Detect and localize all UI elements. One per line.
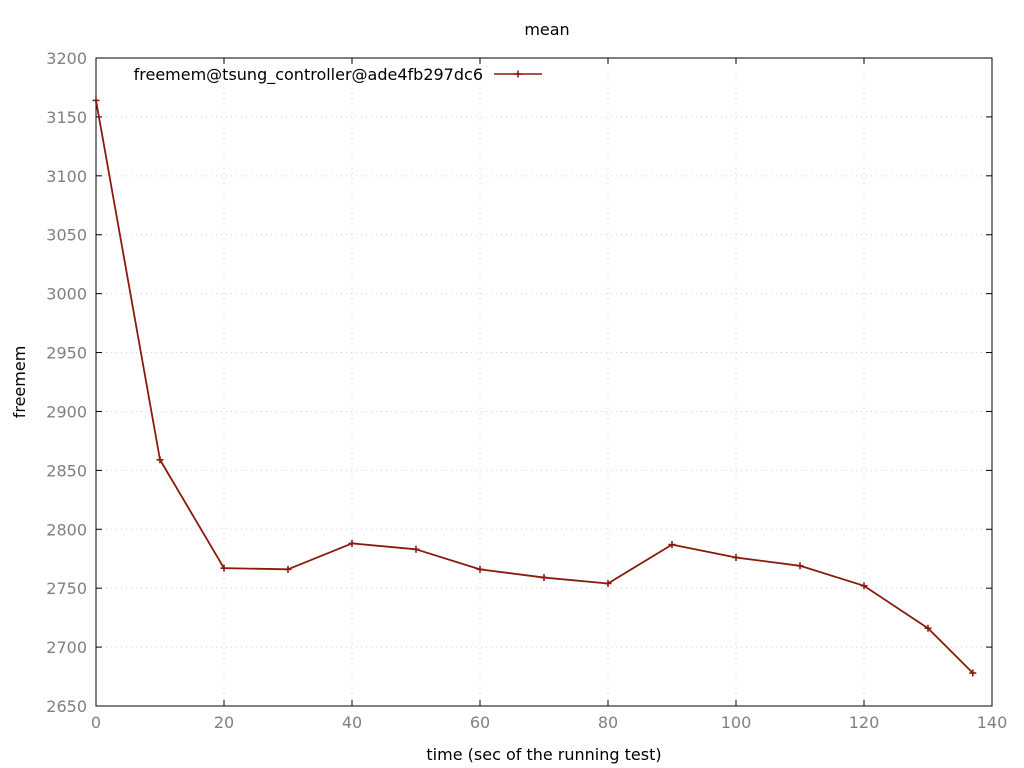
y-tick-label: 2650 (46, 697, 87, 716)
data-point (668, 541, 676, 549)
data-point (969, 669, 977, 677)
y-tick-label: 3200 (46, 49, 87, 68)
chart-title: mean (524, 20, 569, 39)
data-point (860, 582, 868, 590)
legend-marker-glyph (514, 70, 522, 78)
y-axis-label: freemem (10, 346, 29, 419)
series-layer (92, 96, 977, 677)
data-point (348, 539, 356, 547)
grid-lines (96, 58, 992, 706)
series-line (95, 100, 974, 674)
x-tick-label: 60 (470, 713, 490, 732)
data-point (220, 564, 228, 572)
y-tick-label: 2700 (46, 638, 87, 657)
data-point (476, 565, 484, 573)
x-tick-label: 20 (214, 713, 234, 732)
data-point (92, 96, 100, 104)
y-tick-label: 2800 (46, 520, 87, 539)
x-tick-label: 100 (721, 713, 752, 732)
y-tick-label: 2900 (46, 402, 87, 421)
x-tick-label: 40 (342, 713, 362, 732)
y-tick-label: 2950 (46, 344, 87, 363)
legend: freemem@tsung_controller@ade4fb297dc6 (134, 65, 542, 85)
y-tick-label: 3050 (46, 226, 87, 245)
data-point (796, 562, 804, 570)
x-axis-label: time (sec of the running test) (426, 745, 661, 764)
x-tick-label: 140 (977, 713, 1008, 732)
y-tick-label: 3000 (46, 285, 87, 304)
data-point (412, 545, 420, 553)
data-point (732, 554, 740, 562)
legend-entry-label: freemem@tsung_controller@ade4fb297dc6 (134, 65, 483, 85)
legend-point-marker (514, 70, 522, 78)
y-tick-label: 2750 (46, 579, 87, 598)
axis-ticks: 0 20 40 60 80 100 120 140 2650 2700 2750 2800 2850 29… (46, 49, 1007, 732)
plot-frame (95, 57, 993, 707)
x-tick-label: 0 (91, 713, 101, 732)
x-tick-label: 120 (849, 713, 880, 732)
data-point (284, 565, 292, 573)
y-tick-label: 2850 (46, 461, 87, 480)
data-point (604, 579, 612, 587)
x-tick-label: 80 (598, 713, 618, 732)
data-point (924, 624, 932, 632)
data-point (540, 574, 548, 582)
y-tick-label: 3100 (46, 167, 87, 186)
y-tick-label: 3150 (46, 108, 87, 127)
data-point (156, 456, 164, 464)
